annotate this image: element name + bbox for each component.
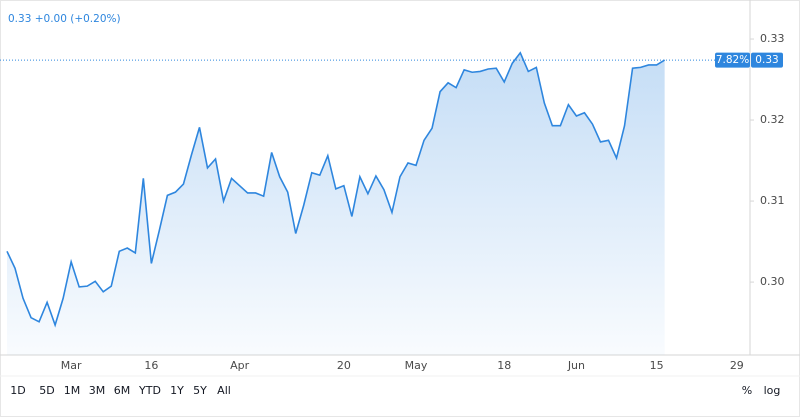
toolbar: 1D 5D 1M 3M 6M YTD 1Y 5Y All% log xyxy=(10,384,780,397)
x-tick-label: 15 xyxy=(650,359,664,372)
x-tick-label: 16 xyxy=(144,359,158,372)
x-tick-label: 18 xyxy=(497,359,511,372)
x-tick-label: Jun xyxy=(567,359,585,372)
change-badge xyxy=(715,52,750,68)
range-button[interactable]: All xyxy=(217,384,231,397)
y-tick-label: 0.31 xyxy=(760,194,785,207)
value-badge-text: 0.33 xyxy=(755,54,778,66)
range-button[interactable]: 1Y xyxy=(170,384,184,397)
value-badge xyxy=(751,52,783,68)
x-tick-label: 20 xyxy=(337,359,351,372)
range-button[interactable]: 3M xyxy=(89,384,106,397)
range-button[interactable]: YTD xyxy=(138,384,161,397)
x-tick-label: May xyxy=(405,359,428,372)
x-tick-label: 29 xyxy=(730,359,744,372)
range-button[interactable]: 6M xyxy=(114,384,131,397)
y-tick-label: 0.33 xyxy=(760,32,785,45)
scale-button[interactable]: % xyxy=(742,384,752,397)
range-button[interactable]: 1M xyxy=(64,384,81,397)
scale-button[interactable]: log xyxy=(764,384,781,397)
plot: 0.30 0.31 0.32 0.33 Mar 16 Apr 20 May 18 Jun 15 29 7.… xyxy=(0,32,785,372)
y-tick-label: 0.32 xyxy=(760,113,785,126)
change-badge-text: 7.82% xyxy=(716,54,749,66)
price-line xyxy=(6,51,666,328)
x-tick-label: Apr xyxy=(230,359,250,372)
range-button[interactable]: 1D xyxy=(10,384,25,397)
range-button[interactable]: 5D xyxy=(39,384,54,397)
range-button[interactable]: 5Y xyxy=(193,384,207,397)
header-text: 0.33 +0.00 (+0.20%) xyxy=(8,13,121,25)
x-tick-label: Mar xyxy=(61,359,82,372)
y-tick-label: 0.30 xyxy=(760,275,785,288)
area-fill xyxy=(7,52,665,356)
